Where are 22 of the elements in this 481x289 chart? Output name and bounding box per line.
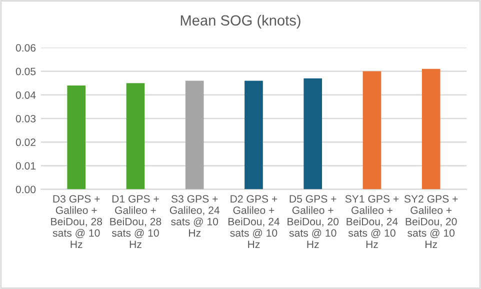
bar bbox=[126, 83, 145, 190]
bar bbox=[304, 78, 322, 190]
y-tick-label: 0.03 bbox=[16, 114, 36, 122]
y-tick-label: 0.06 bbox=[16, 44, 36, 52]
x-tick-label: SY2 GPS + Galileo + BeiDou, 20 sats @ 10 Hz bbox=[404, 195, 458, 248]
y-tick-label: 0.05 bbox=[16, 68, 36, 76]
y-tick-label: 0.00 bbox=[16, 186, 36, 194]
x-tick-label: SY1 GPS + Galileo + BeiDou, 24 sats @ 10 Hz bbox=[345, 195, 399, 248]
y-tick-label: 0.01 bbox=[16, 162, 36, 170]
bar bbox=[185, 80, 204, 190]
x-tick-label: D1 GPS + Galileo + BeiDou, 28 sats @ 10 Hz bbox=[110, 195, 162, 248]
x-tick-label: D2 GPS + Galileo + BeiDou, 24 sats @ 10 Hz bbox=[228, 195, 280, 248]
bar bbox=[422, 68, 440, 190]
bar bbox=[67, 85, 86, 190]
y-tick-label: 0.04 bbox=[16, 91, 36, 99]
x-tick-label: S3 GPS + Galileo, 24 sats @ 10 Hz bbox=[170, 195, 220, 237]
x-tick-label: D5 GPS + Galileo + BeiDou, 20 sats @ 10 Hz bbox=[288, 195, 339, 248]
y-tick-label: 0.02 bbox=[16, 138, 36, 146]
x-tick-label: D3 GPS + Galileo + BeiDou, 28 sats @ 10 Hz bbox=[51, 195, 102, 248]
bar bbox=[362, 71, 382, 190]
bar bbox=[244, 80, 263, 190]
chart-title: Mean SOG (knots) bbox=[180, 14, 300, 28]
